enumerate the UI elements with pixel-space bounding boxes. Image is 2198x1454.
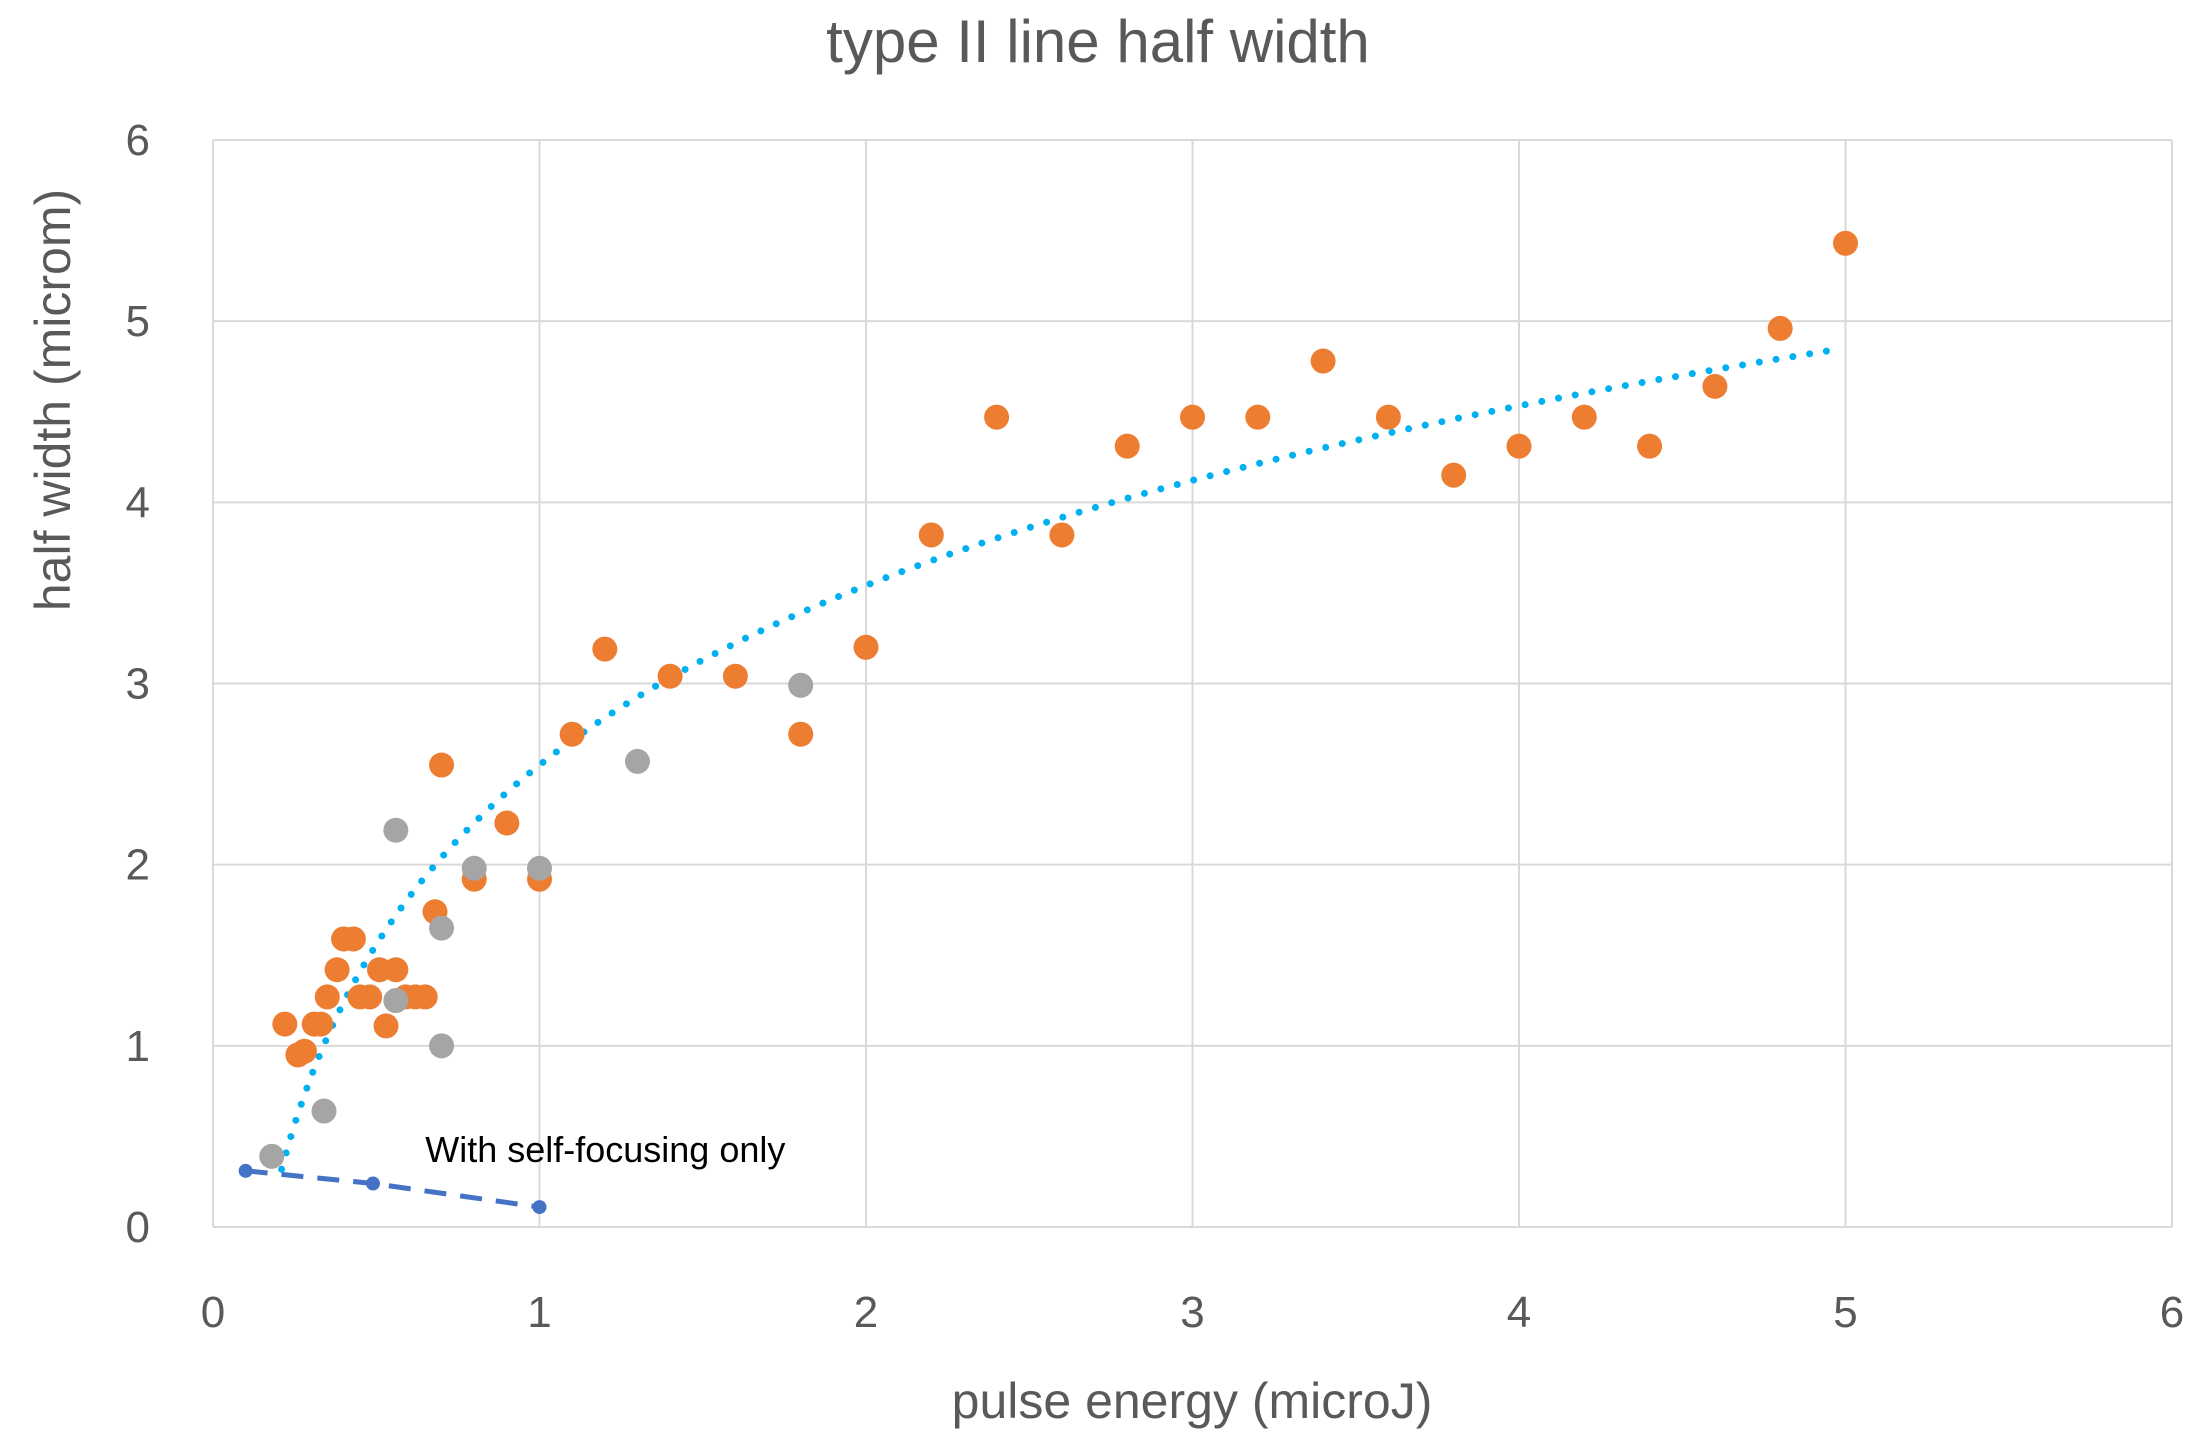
data-point [365,1176,380,1191]
data-point [1114,433,1140,459]
x-axis-label: pulse energy (microJ) [952,1373,1433,1429]
data-point [1571,404,1597,430]
data-point [532,1200,547,1215]
x-tick-label: 6 [2160,1288,2184,1337]
data-point [494,810,520,836]
x-tick-label: 3 [1180,1288,1204,1337]
data-point [1833,230,1858,256]
data-point [373,1013,399,1039]
data-point [324,957,350,983]
y-tick-label: 2 [126,841,150,890]
data-point [559,721,585,747]
y-tick-label: 0 [126,1203,150,1252]
data-point [429,1033,455,1059]
data-point [1506,433,1532,459]
data-point [311,1098,337,1124]
annotation-self-focusing: With self-focusing only [425,1129,785,1170]
x-tick-label: 5 [1833,1288,1857,1337]
data-point [527,855,552,881]
series-0 [272,230,1858,1068]
x-tick-label: 1 [527,1288,551,1337]
data-point [1637,433,1663,459]
y-tick-label: 6 [126,116,150,165]
data-point [657,663,683,689]
data-point [291,1038,317,1064]
data-point [412,984,438,1010]
data-point [1375,404,1401,430]
x-tick-label: 2 [854,1288,878,1337]
series-1 [259,672,814,1169]
data-point [340,926,366,952]
data-point [1180,404,1205,430]
data-point [272,1011,298,1037]
data-point [788,672,814,698]
data-point [592,636,618,662]
data-point [1049,522,1075,548]
series-group [238,230,1858,1215]
y-tick-label: 5 [126,297,150,346]
data-point [429,915,455,941]
y-tick-label: 3 [126,660,150,709]
series-2 [238,1163,547,1215]
data-point [918,522,944,548]
data-point [624,748,650,774]
y-tick-label: 4 [126,478,150,527]
series-line [245,1168,540,1210]
grid [212,139,2173,1228]
data-point [314,984,340,1010]
data-point [259,1143,285,1169]
data-point [1702,373,1728,399]
data-point [1767,315,1793,341]
y-axis-label: half width (microm) [25,189,81,611]
y-tick-label: 1 [126,1022,150,1071]
data-point [383,817,409,843]
data-point [238,1163,253,1178]
chart-title: type II line half width [826,8,1370,75]
data-point [308,1011,334,1037]
data-point [461,855,487,881]
x-tick-label: 0 [201,1288,225,1337]
data-point [357,984,383,1010]
data-point [383,957,409,983]
data-point [1245,404,1271,430]
data-point [984,404,1010,430]
tick-labels: 0 1 2 3 4 5 6 0 1 2 3 4 5 6 [126,116,2185,1337]
data-point [788,721,814,747]
data-point [383,988,409,1014]
x-tick-label: 4 [1507,1288,1531,1337]
data-point [853,634,879,660]
data-point [1441,462,1467,488]
data-point [722,663,748,689]
data-point [1310,348,1336,374]
data-point [429,752,455,778]
